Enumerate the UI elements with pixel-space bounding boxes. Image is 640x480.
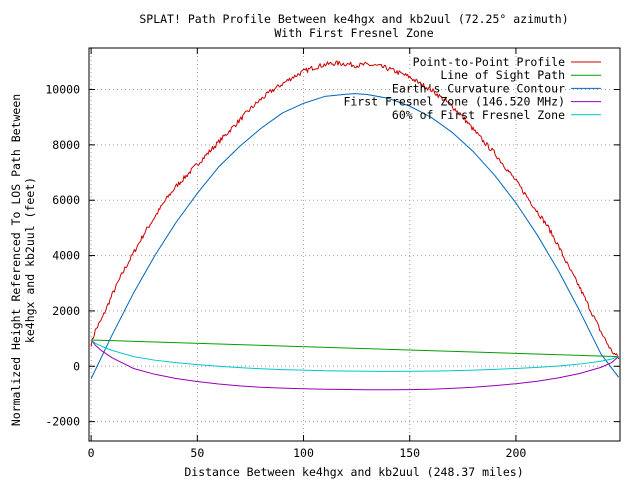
chart-title: SPLAT! Path Profile Between ke4hgx and k… <box>139 12 568 26</box>
x-tick-label-2: 100 <box>293 446 314 460</box>
legend-item-0: Point-to-Point Profile <box>413 55 601 69</box>
legend-item-4: 60% of First Fresnel Zone <box>392 108 601 122</box>
legend-label-4: 60% of First Fresnel Zone <box>392 108 565 122</box>
x-axis-label: Distance Between ke4hgx and kb2uul (248.… <box>184 465 523 479</box>
series-line-4 <box>90 339 619 372</box>
series-4 <box>90 339 619 372</box>
series-line-0 <box>90 60 620 360</box>
legend-label-1: Line of Sight Path <box>440 68 565 82</box>
series-line-1 <box>91 339 619 358</box>
y-tick-label-6: 10000 <box>45 83 80 97</box>
y-axis-label-line-1: Normalized Height Referenced To LOS Path… <box>9 94 23 426</box>
plot-frame <box>88 47 621 442</box>
legend-label-0: Point-to-Point Profile <box>413 55 565 69</box>
x-tick-label-1: 50 <box>190 446 204 460</box>
x-tick-label-0: 0 <box>88 446 95 460</box>
series-line-2 <box>90 93 620 379</box>
legend-item-1: Line of Sight Path <box>440 68 601 82</box>
legend-item-2: Earth's Curvature Contour <box>392 81 601 95</box>
y-tick-label-1: 0 <box>73 359 80 373</box>
axis-layer: 0 50 100 150 200 -2000 0 2000 4000 6000 8000 10000 <box>45 47 621 460</box>
series-line-3 <box>90 339 619 391</box>
x-tick-label-3: 150 <box>399 446 420 460</box>
y-tick-label-0: -2000 <box>45 415 80 429</box>
y-axis-label: Normalized Height Referenced To LOS Path… <box>9 94 37 426</box>
chart-subtitle: With First Fresnel Zone <box>274 26 433 40</box>
series-1 <box>91 339 619 358</box>
y-tick-label-3: 4000 <box>52 249 80 263</box>
series-3 <box>90 339 619 391</box>
y-tick-label-4: 6000 <box>52 193 80 207</box>
y-tick-label-5: 8000 <box>52 138 80 152</box>
legend-label-3: First Fresnel Zone (146.520 MHz) <box>343 95 565 109</box>
series-layer <box>90 60 620 391</box>
grid-layer <box>89 48 620 441</box>
series-2 <box>90 93 620 379</box>
y-axis-label-line-2: ke4hgx and kb2uul (feet) <box>23 177 37 343</box>
legend-label-2: Earth's Curvature Contour <box>392 81 565 95</box>
y-tick-label-2: 2000 <box>52 304 80 318</box>
series-0 <box>90 60 620 360</box>
x-tick-label-4: 200 <box>506 446 527 460</box>
legend-item-3: First Fresnel Zone (146.520 MHz) <box>343 95 601 109</box>
